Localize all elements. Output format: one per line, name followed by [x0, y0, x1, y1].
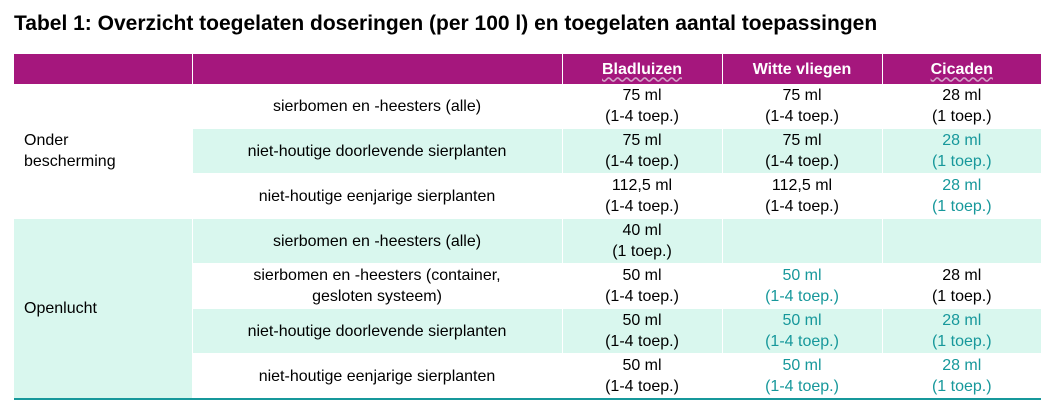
- dose-cell-cicaden: 28 ml (1 toep.): [882, 308, 1041, 354]
- dose-cell-bladluizen: 112,5 ml (1-4 toep.): [562, 173, 723, 219]
- dose-cell-bladluizen: 40 ml (1 toep.): [562, 218, 723, 264]
- dose-cell-witte-vliegen: 50 ml (1-4 toep.): [722, 353, 883, 400]
- table-row: niet-houtige doorlevende sierplanten 50 …: [14, 308, 1041, 354]
- dose-cell-cicaden: 28 ml (1 toep.): [882, 263, 1041, 309]
- header-witte-vliegen: Witte vliegen: [722, 54, 883, 84]
- crop-cell: niet-houtige doorlevende sierplanten: [192, 128, 563, 174]
- table-row: sierbomen en -heesters (container, geslot…: [14, 263, 1041, 309]
- group-label-onder-bescherming: Onder bescherming: [14, 84, 193, 219]
- header-bladluizen: Bladluizen: [562, 54, 723, 84]
- table-row: Onder bescherming sierbomen en -heesters…: [14, 84, 1041, 219]
- dose-cell-cicaden: [882, 218, 1041, 264]
- dose-cell-cicaden: 28 ml (1 toep.): [882, 128, 1041, 174]
- dose-cell-cicaden: 28 ml (1 toep.): [882, 84, 1041, 129]
- header-row: Bladluizen Witte vliegen Cicaden: [14, 54, 1041, 84]
- crop-cell: niet-houtige doorlevende sierplanten: [192, 308, 563, 354]
- dose-cell-bladluizen: 50 ml (1-4 toep.): [562, 263, 723, 309]
- dose-cell-bladluizen: 50 ml (1-4 toep.): [562, 308, 723, 354]
- dose-cell-bladluizen: 50 ml (1-4 toep.): [562, 353, 723, 400]
- dose-cell-cicaden: 28 ml (1 toep.): [882, 173, 1041, 219]
- dose-cell-witte-vliegen: 75 ml (1-4 toep.): [722, 128, 883, 174]
- table-row: niet-houtige eenjarige sierplanten 50 ml…: [14, 353, 1041, 400]
- dosage-table: Bladluizen Witte vliegen Cicaden Onder b…: [14, 54, 1041, 400]
- dose-cell-bladluizen: 75 ml (1-4 toep.): [562, 128, 723, 174]
- dose-cell-witte-vliegen: 112,5 ml (1-4 toep.): [722, 173, 883, 219]
- crop-cell: niet-houtige eenjarige sierplanten: [192, 353, 563, 400]
- header-witte-vliegen-label: Witte vliegen: [752, 60, 852, 78]
- header-crop: [192, 54, 563, 84]
- header-group: [14, 54, 193, 84]
- dose-cell-witte-vliegen: 75 ml (1-4 toep.): [722, 84, 883, 129]
- dose-cell-witte-vliegen: [722, 218, 883, 264]
- dose-cell-witte-vliegen: 50 ml (1-4 toep.): [722, 308, 883, 354]
- crop-cell: sierbomen en -heesters (alle): [192, 84, 563, 129]
- dose-cell-cicaden: 28 ml (1 toep.): [882, 353, 1041, 400]
- table-row: Openlucht sierbomen en -heesters (alle) …: [14, 218, 1041, 400]
- header-cicaden: Cicaden: [882, 54, 1041, 84]
- crop-cell: sierbomen en -heesters (container, geslot…: [192, 263, 563, 309]
- table-title: Tabel 1: Overzicht toegelaten doseringen…: [14, 12, 878, 35]
- dose-cell-bladluizen: 75 ml (1-4 toep.): [562, 84, 723, 129]
- dose-cell-witte-vliegen: 50 ml (1-4 toep.): [722, 263, 883, 309]
- table-row: niet-houtige doorlevende sierplanten 75 …: [14, 128, 1041, 174]
- table-row: niet-houtige eenjarige sierplanten 112,5…: [14, 173, 1041, 219]
- group-label-openlucht: Openlucht: [14, 218, 193, 400]
- crop-cell: niet-houtige eenjarige sierplanten: [192, 173, 563, 219]
- crop-cell: sierbomen en -heesters (alle): [192, 218, 563, 264]
